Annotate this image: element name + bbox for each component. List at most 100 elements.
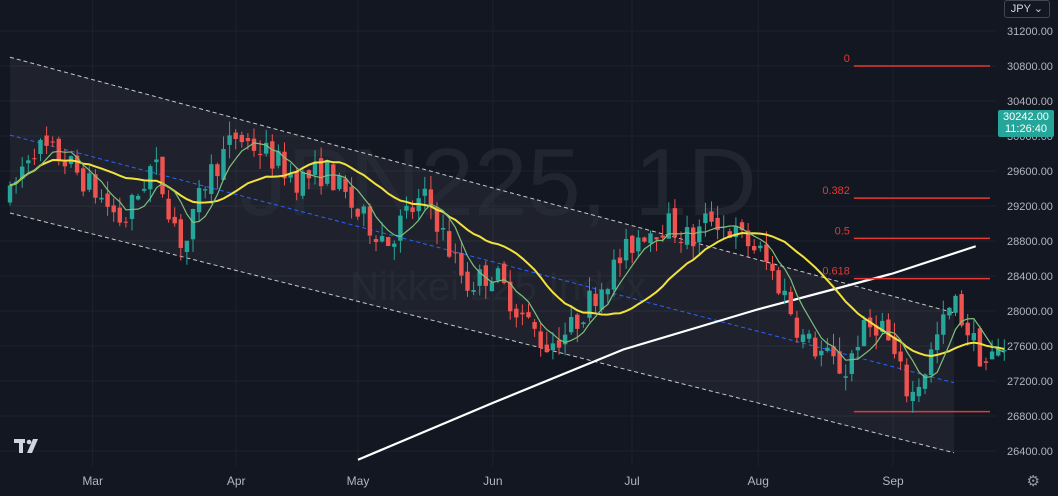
last-price-tag: 30242.00 11:26:40 (998, 110, 1054, 137)
candle-body (99, 197, 104, 200)
candle-body (989, 351, 995, 360)
candle-body (691, 227, 696, 247)
candle-body (404, 205, 409, 211)
candle-body (111, 205, 116, 213)
channel-fill (10, 57, 954, 453)
candle-body (74, 155, 80, 173)
candle-body (520, 312, 525, 315)
candle-body (855, 346, 861, 351)
settings-gear-icon[interactable]: ⚙ (1026, 473, 1040, 490)
candle-body (489, 282, 495, 292)
candle-body (300, 171, 305, 196)
tradingview-logo-icon[interactable] (14, 436, 42, 456)
candle-body (538, 331, 543, 348)
price-tick-label: 28400.00 (1007, 271, 1053, 283)
candle-body (922, 374, 928, 389)
candle-body (861, 319, 867, 347)
fib-level-label: 0.382 (822, 185, 850, 197)
candle-body (264, 142, 269, 154)
candle-body (514, 308, 519, 318)
price-tick-label: 28800.00 (1007, 236, 1053, 248)
candle-body (379, 236, 385, 242)
candle-body (660, 235, 665, 238)
ma-mid-line (9, 159, 1005, 358)
channel-area (10, 57, 954, 453)
ma-mid-path (9, 159, 1005, 358)
chevron-down-icon: ⌄ (1033, 3, 1043, 15)
candle-body (233, 132, 238, 139)
candle-body (831, 346, 836, 357)
candle-body (715, 217, 720, 231)
candle-body (495, 268, 501, 281)
candle-body (526, 312, 531, 318)
candle-body (105, 193, 110, 207)
price-tick-label: 29600.00 (1007, 166, 1053, 178)
candle-body (904, 364, 909, 397)
candle-body (703, 213, 708, 224)
candle-body (361, 206, 366, 214)
candle-body (874, 325, 879, 336)
candle-body (276, 151, 281, 166)
candle-body (294, 171, 299, 193)
time-tick-label: Apr (227, 474, 246, 488)
candle-body (764, 244, 769, 263)
candle-body (898, 351, 903, 362)
candle-body (739, 222, 745, 231)
candle-body (959, 294, 964, 326)
candle-body (880, 320, 885, 332)
candle-body (56, 138, 61, 162)
candle-body (20, 166, 25, 179)
candle-body (623, 238, 629, 261)
price-tick-label: 27200.00 (1007, 376, 1053, 388)
candle-body (343, 178, 348, 192)
candle-body (422, 188, 427, 196)
candle-body (93, 174, 98, 198)
candle-body (367, 206, 373, 236)
candle-body (587, 290, 592, 318)
candle-body (508, 281, 513, 312)
candle-body (471, 290, 476, 292)
candle-body (1002, 350, 1007, 352)
candle-body (142, 188, 147, 191)
candle-body (642, 237, 647, 242)
price-tick-label: 31200.00 (1007, 26, 1053, 38)
candle-body (203, 189, 208, 191)
candle-body (135, 195, 141, 200)
candle-body (800, 334, 806, 342)
candle-body (282, 151, 287, 179)
price-tick-label: 30400.00 (1007, 96, 1053, 108)
candle-body (245, 138, 251, 142)
candle-body (825, 347, 830, 351)
time-tick-label: May (347, 474, 370, 488)
candle-body (221, 148, 226, 180)
candle-body (770, 263, 775, 271)
candle-body (562, 334, 568, 345)
candle-body (575, 314, 580, 329)
time-tick-label: Jul (624, 474, 639, 488)
candle-body (190, 208, 196, 240)
candle-body (611, 259, 617, 290)
candle-body (184, 240, 190, 252)
candle-body (349, 186, 354, 208)
time-tick-label: Jun (483, 474, 502, 488)
candle-body (617, 257, 623, 264)
candle-body (678, 242, 684, 244)
candle-body (227, 135, 232, 145)
candle-body (410, 207, 415, 212)
currency-selector[interactable]: JPY ⌄ (1003, 0, 1050, 18)
candle-body (209, 164, 214, 194)
candle-body (672, 208, 678, 238)
fib-level-label: 0.618 (822, 266, 850, 278)
candle-body (941, 314, 946, 335)
candle-body (434, 207, 440, 232)
candle-body (892, 336, 897, 355)
candle-body (758, 245, 763, 249)
currency-label: JPY (1010, 3, 1031, 15)
candle-body (148, 166, 153, 190)
candle-body (453, 252, 458, 254)
candle-body (953, 295, 958, 313)
candle-body (569, 317, 574, 333)
candle-body (709, 211, 714, 222)
candle-body (392, 243, 397, 247)
